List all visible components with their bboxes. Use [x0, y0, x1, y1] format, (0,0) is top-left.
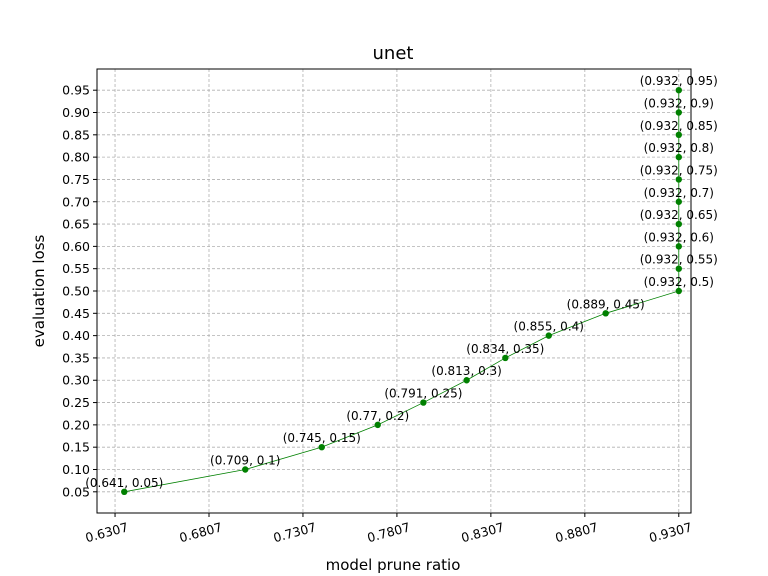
- y-tick-label: 0.35: [62, 350, 90, 365]
- data-point: [463, 377, 470, 384]
- y-tick-label: 0.60: [62, 239, 90, 254]
- y-tick-label: 0.55: [62, 261, 90, 276]
- data-point-label: (0.932, 0.95): [640, 74, 718, 88]
- data-point: [502, 354, 509, 362]
- data-point-label: (0.641, 0.05): [85, 476, 163, 490]
- data-point-label: (0.932, 0.9): [644, 97, 714, 111]
- data-point: [121, 488, 128, 496]
- y-tick-label: 0.40: [62, 328, 90, 343]
- data-point-label: (0.77, 0.2): [346, 409, 409, 423]
- data-point: [545, 332, 552, 339]
- data-point: [318, 443, 325, 451]
- y-tick-label: 0.20: [62, 417, 90, 432]
- data-point-label: (0.932, 0.75): [640, 163, 718, 177]
- x-tick-label: 0.7307: [272, 519, 318, 545]
- x-axis-label: model prune ratio: [326, 556, 461, 574]
- data-point: [675, 176, 682, 183]
- y-tick-label: 0.85: [62, 127, 90, 142]
- data-point-label: (0.745, 0.15): [283, 431, 361, 445]
- data-point: [675, 109, 682, 116]
- data-point-label: (0.932, 0.65): [640, 208, 718, 222]
- data-point: [675, 131, 682, 139]
- data-point: [242, 466, 249, 473]
- data-point-label: (0.932, 0.6): [644, 230, 714, 244]
- y-tick-label: 0.10: [62, 462, 90, 477]
- data-point-label: (0.932, 0.5): [644, 275, 714, 289]
- x-tick-label: 0.7807: [366, 519, 412, 545]
- y-tick-label: 0.90: [62, 105, 90, 120]
- data-point-label: (0.834, 0.35): [466, 342, 544, 356]
- data-point: [602, 310, 609, 317]
- data-point-label: (0.791, 0.25): [384, 387, 462, 401]
- data-point: [420, 399, 427, 406]
- data-point-label: (0.932, 0.55): [640, 253, 718, 267]
- y-tick-label: 0.30: [62, 373, 90, 388]
- x-tick-label: 0.9307: [647, 519, 693, 545]
- y-axis: 0.05 0.10 0.15 0.20 0.25 0.30 0.35 0.40 0.45 0.50…: [62, 83, 97, 499]
- data-point-label: (0.932, 0.7): [644, 186, 714, 200]
- y-tick-label: 0.65: [62, 217, 90, 232]
- data-labels: (0.641, 0.05) (0.709, 0.1)(0.745, 0.15) (0…: [85, 74, 718, 490]
- data-point: [675, 265, 682, 272]
- y-axis-label: evaluation loss: [30, 234, 48, 347]
- x-tick-label: 0.8807: [553, 519, 599, 545]
- data-point-label: (0.889, 0.45): [567, 297, 645, 311]
- y-tick-label: 0.25: [62, 395, 90, 410]
- data-point: [374, 421, 381, 429]
- data-point-label: (0.813, 0.3): [431, 364, 501, 378]
- data-point: [675, 198, 682, 205]
- x-tick-label: 0.6307: [84, 519, 130, 545]
- y-tick-label: 0.70: [62, 194, 90, 209]
- data-point-label: (0.709, 0.1): [210, 453, 280, 467]
- x-axis: 0.6307 0.6807 0.7307 0.7807 0.8307 0.8807 0.93…: [84, 513, 694, 545]
- y-tick-label: 0.95: [62, 83, 90, 98]
- y-tick-label: 0.50: [62, 284, 90, 299]
- data-point: [675, 153, 682, 161]
- data-point-label: (0.855, 0.4): [514, 320, 584, 334]
- y-tick-label: 0.15: [62, 440, 90, 455]
- y-tick-label: 0.45: [62, 306, 90, 321]
- x-tick-label: 0.8307: [460, 519, 506, 545]
- data-point: [675, 243, 682, 250]
- data-points: [121, 86, 682, 496]
- data-point: [675, 86, 682, 94]
- data-point: [675, 220, 682, 228]
- x-tick-label: 0.6807: [178, 519, 224, 545]
- data-point-label: (0.932, 0.85): [640, 119, 718, 133]
- data-point-label: (0.932, 0.8): [644, 141, 714, 155]
- y-tick-label: 0.05: [62, 484, 90, 499]
- data-point: [675, 287, 682, 295]
- y-tick-label: 0.80: [62, 150, 90, 165]
- y-tick-label: 0.75: [62, 172, 90, 187]
- chart-title: unet: [373, 43, 414, 64]
- grid-lines: [97, 69, 691, 513]
